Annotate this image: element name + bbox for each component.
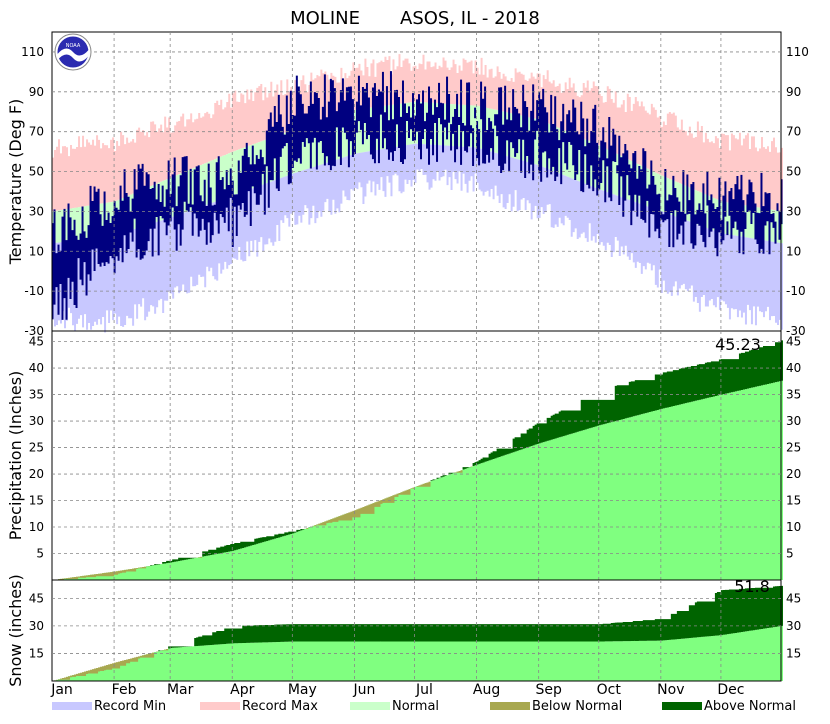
y-axis-label: Temperature (Deg F): [6, 99, 25, 266]
logo-text: NOAA: [66, 43, 81, 49]
snow-panel: 15 15 30 30 45 45 Snow (inches) 51.8: [6, 574, 801, 686]
record-max-area: [52, 54, 784, 212]
legend-label: Record Max: [242, 699, 318, 714]
y-tick-label-right: 10: [786, 244, 801, 258]
y-tick-label-right: 45: [786, 335, 801, 349]
month-label-may: May: [288, 682, 317, 698]
y-tick-label-left: 20: [29, 467, 44, 481]
y-tick-label-left: 10: [29, 520, 44, 534]
legend: Record Min Record Max Normal Below Normal Ab…: [52, 699, 796, 714]
legend-label: Below Normal: [532, 699, 622, 714]
y-tick-label-right: -30: [786, 324, 806, 338]
y-tick-label-right: 50: [786, 165, 801, 179]
month-label-feb: Feb: [112, 682, 137, 698]
y-tick-label-left: 70: [29, 125, 44, 139]
month-label-apr: Apr: [230, 682, 254, 698]
y-tick-label-left: 90: [29, 85, 44, 99]
y-tick-label-right: 5: [786, 547, 794, 561]
y-tick-label-right: 45: [786, 591, 801, 605]
record-min-area: [52, 143, 784, 333]
y-tick-label-left: -10: [24, 284, 44, 298]
y-tick-label-right: 30: [786, 414, 801, 428]
y-tick-label-right: 15: [786, 494, 801, 508]
total-annotation: 51.8: [734, 577, 770, 596]
y-tick-label-left: 15: [29, 494, 44, 508]
y-tick-label-left: 15: [29, 646, 44, 660]
y-axis-label: Snow (inches): [6, 574, 25, 686]
y-tick-label-right: 70: [786, 125, 801, 139]
legend-swatch: [490, 702, 530, 710]
y-tick-label-left: 35: [29, 388, 44, 402]
y-axis-label: Precipitation (Inches): [6, 371, 25, 541]
y-tick-label-left: 110: [21, 45, 44, 59]
legend-label: Above Normal: [704, 699, 796, 714]
month-label-oct: Oct: [597, 682, 622, 698]
y-tick-label-right: -10: [786, 284, 806, 298]
month-label-aug: Aug: [473, 682, 500, 698]
legend-label: Normal: [392, 699, 439, 714]
above-normal-area: [154, 585, 784, 653]
y-tick-label-right: 25: [786, 441, 801, 455]
y-tick-label-right: 10: [786, 520, 801, 534]
legend-swatch: [200, 702, 240, 710]
y-tick-label-right: 40: [786, 361, 801, 375]
y-tick-label-left: 50: [29, 165, 44, 179]
month-axis: Jan Feb Mar Apr May Jun Jul Aug Sep Oct Nov Dec: [50, 682, 744, 698]
month-label-jul: Jul: [415, 682, 433, 698]
below-normal-area: [52, 646, 195, 681]
y-tick-label-right: 110: [786, 45, 809, 59]
y-tick-label-right: 90: [786, 85, 801, 99]
month-label-sep: Sep: [535, 682, 562, 698]
month-label-mar: Mar: [167, 682, 194, 698]
month-label-dec: Dec: [717, 682, 744, 698]
legend-swatch: [52, 702, 92, 710]
panel-frame: [51, 579, 782, 682]
noaa-logo-icon: NOAA: [54, 33, 92, 71]
chart-title: MOLINE ASOS, IL - 2018: [290, 8, 540, 29]
y-tick-label-right: 30: [786, 204, 801, 218]
legend-swatch: [662, 702, 702, 710]
y-tick-label-left: 30: [29, 414, 44, 428]
y-tick-label-right: 15: [786, 646, 801, 660]
y-tick-label-right: 35: [786, 388, 801, 402]
y-tick-label-left: 25: [29, 441, 44, 455]
normal-accumulation-area: [52, 380, 784, 580]
y-tick-label-left: 45: [29, 335, 44, 349]
month-label-jun: Jun: [352, 682, 375, 698]
precipitation-panel: 5 5 10 10 15 15 20 20 25 25 30 30 35 35 40 40 45 45 Precip…: [6, 330, 801, 581]
y-tick-label-right: 30: [786, 619, 801, 633]
temperature-panel: -30 -30 -10 -10 10 10 30 30 50 50 70 70 90 90 110 110 Te…: [6, 31, 809, 338]
legend-swatch: [350, 702, 390, 710]
above-normal-area: [146, 340, 784, 567]
normal-accumulation-area: [52, 625, 784, 681]
y-tick-label-right: 20: [786, 467, 801, 481]
month-label-nov: Nov: [657, 682, 684, 698]
legend-label: Record Min: [94, 699, 166, 714]
y-tick-label-left: -30: [24, 324, 44, 338]
month-label-jan: Jan: [50, 682, 73, 698]
y-tick-label-left: 5: [36, 547, 44, 561]
total-annotation: 45.23: [715, 335, 761, 354]
y-tick-label-left: 40: [29, 361, 44, 375]
y-tick-label-left: 30: [29, 204, 44, 218]
y-tick-label-left: 45: [29, 591, 44, 605]
y-tick-label-left: 30: [29, 619, 44, 633]
y-tick-label-left: 10: [29, 244, 44, 258]
